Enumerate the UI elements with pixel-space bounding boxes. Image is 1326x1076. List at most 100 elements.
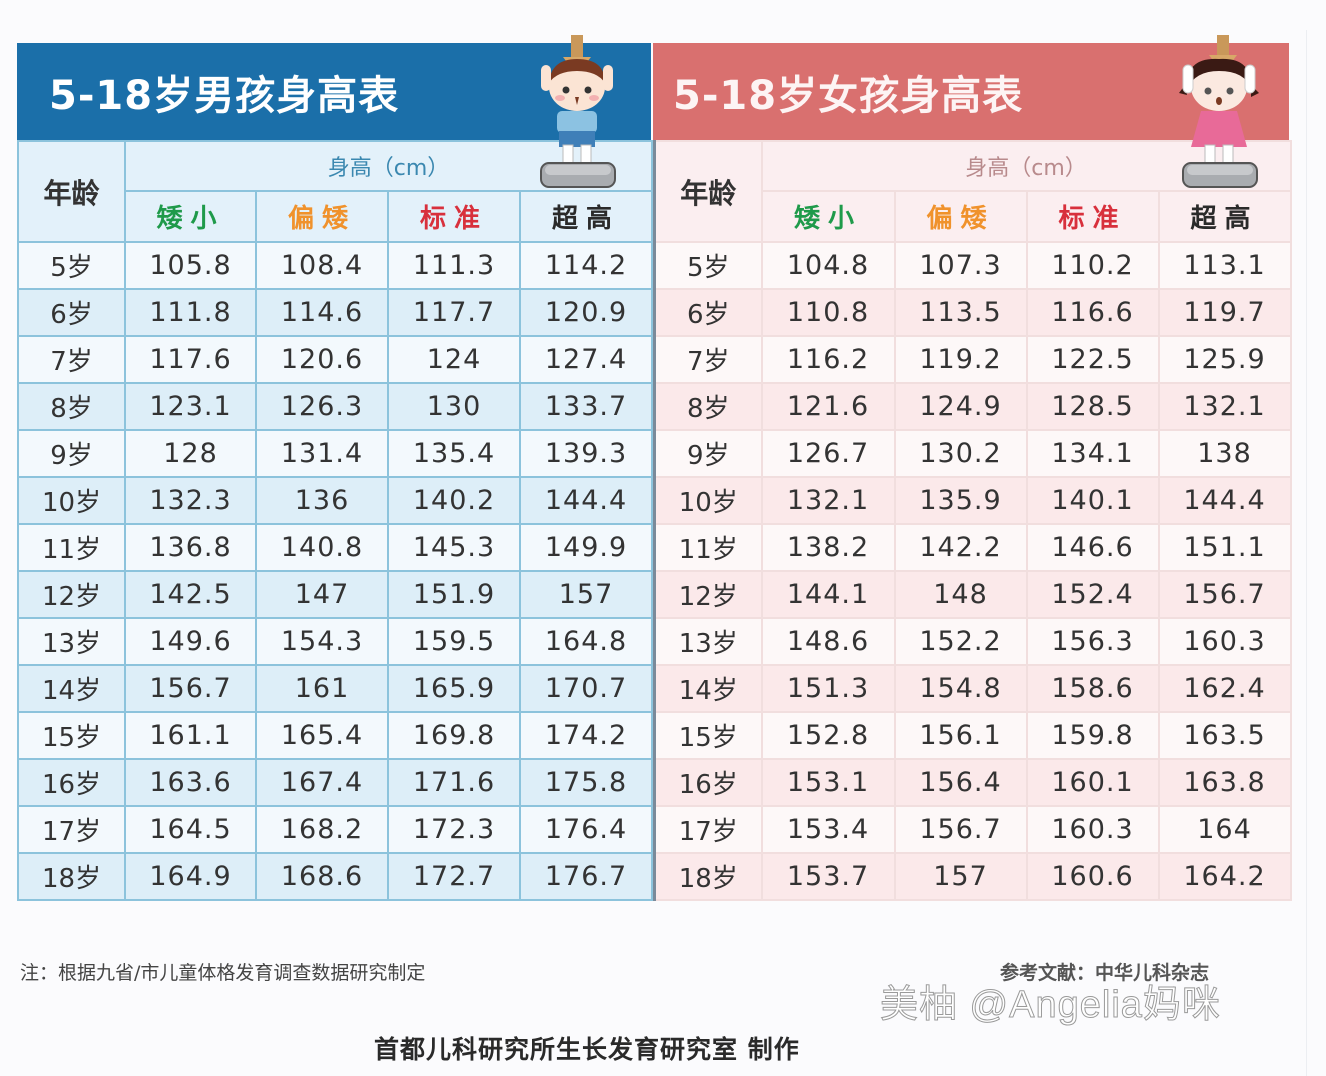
- table-row: 16岁 153.1 156.4 160.1 163.8: [653, 758, 1292, 807]
- tall-value-cell: 133.7: [518, 382, 654, 431]
- age-cell: 6岁: [653, 288, 763, 337]
- short-value-cell: 111.8: [124, 288, 257, 337]
- age-column-header: 年龄: [653, 140, 763, 243]
- table-row: 13岁 149.6 154.3 159.5 164.8: [17, 617, 654, 666]
- standard-value-cell: 135.4: [387, 429, 521, 478]
- table-row: 8岁 123.1 126.3 130 133.7: [17, 382, 654, 431]
- below-average-value-cell: 114.6: [255, 288, 389, 337]
- boys-table-title: 5-18岁男孩身高表: [49, 72, 400, 119]
- short-value-cell: 163.6: [124, 758, 257, 807]
- tall-column-header: 超高: [518, 190, 654, 243]
- below-average-value-cell: 147: [255, 570, 389, 619]
- table-row: 8岁 121.6 124.9 128.5 132.1: [653, 382, 1292, 431]
- below-average-value-cell: 113.5: [893, 288, 1028, 337]
- below-average-value-cell: 152.2: [893, 617, 1028, 666]
- tall-value-cell: 174.2: [518, 711, 654, 760]
- below-average-value-cell: 119.2: [893, 335, 1028, 384]
- table-row: 12岁 142.5 147 151.9 157: [17, 570, 654, 619]
- short-value-cell: 126.7: [760, 429, 896, 478]
- short-value-cell: 142.5: [124, 570, 257, 619]
- tall-value-cell: 163.8: [1157, 758, 1292, 807]
- short-value-cell: 105.8: [124, 241, 257, 290]
- standard-column-header: 标准: [387, 190, 521, 243]
- tall-value-cell: 160.3: [1157, 617, 1292, 666]
- age-cell: 13岁: [17, 617, 126, 666]
- age-cell: 11岁: [17, 523, 126, 572]
- below-average-value-cell: 120.6: [255, 335, 389, 384]
- age-cell: 7岁: [17, 335, 126, 384]
- short-value-cell: 117.6: [124, 335, 257, 384]
- tall-value-cell: 162.4: [1157, 664, 1292, 713]
- age-cell: 10岁: [653, 476, 763, 525]
- table-row: 9岁 128 131.4 135.4 139.3: [17, 429, 654, 478]
- short-value-cell: 161.1: [124, 711, 257, 760]
- producer-credit: 首都儿科研究所生长发育研究室 制作: [374, 1035, 800, 1064]
- below-average-column-header: 偏矮: [255, 190, 389, 243]
- standard-value-cell: 160.3: [1025, 805, 1160, 854]
- boy-on-scale-icon: [540, 35, 616, 188]
- short-value-cell: 153.1: [760, 758, 896, 807]
- tall-value-cell: 175.8: [518, 758, 654, 807]
- age-cell: 12岁: [17, 570, 126, 619]
- age-cell: 16岁: [653, 758, 763, 807]
- below-average-value-cell: 165.4: [255, 711, 389, 760]
- standard-value-cell: 172.7: [387, 852, 521, 901]
- short-value-cell: 144.1: [760, 570, 896, 619]
- age-cell: 5岁: [653, 241, 763, 290]
- tall-value-cell: 151.1: [1157, 523, 1292, 572]
- table-row: 10岁 132.1 135.9 140.1 144.4: [653, 476, 1292, 525]
- standard-value-cell: 146.6: [1025, 523, 1160, 572]
- tall-value-cell: 144.4: [518, 476, 654, 525]
- age-cell: 17岁: [653, 805, 763, 854]
- boys-title-bar: 5-18岁男孩身高表: [17, 35, 651, 188]
- tall-value-cell: 138: [1157, 429, 1292, 478]
- below-average-value-cell: 167.4: [255, 758, 389, 807]
- tall-value-cell: 120.9: [518, 288, 654, 337]
- age-cell: 8岁: [653, 382, 763, 431]
- girls-title-bar: 5-18岁女孩身高表: [653, 35, 1289, 188]
- tall-column-header: 超高: [1157, 190, 1292, 243]
- girl-on-scale-icon: [1179, 35, 1259, 188]
- table-row: 17岁 164.5 168.2 172.3 176.4: [17, 805, 654, 854]
- short-value-cell: 149.6: [124, 617, 257, 666]
- short-column-header: 矮小: [760, 190, 896, 243]
- age-cell: 14岁: [653, 664, 763, 713]
- table-row: 14岁 151.3 154.8 158.6 162.4: [653, 664, 1292, 713]
- table-row: 11岁 136.8 140.8 145.3 149.9: [17, 523, 654, 572]
- tall-value-cell: 164.2: [1157, 852, 1292, 901]
- standard-value-cell: 110.2: [1025, 241, 1160, 290]
- below-average-value-cell: 157: [893, 852, 1028, 901]
- age-cell: 12岁: [653, 570, 763, 619]
- short-value-cell: 152.8: [760, 711, 896, 760]
- below-average-value-cell: 161: [255, 664, 389, 713]
- below-average-value-cell: 154.8: [893, 664, 1028, 713]
- short-value-cell: 132.1: [760, 476, 896, 525]
- tall-value-cell: 176.4: [518, 805, 654, 854]
- age-cell: 18岁: [653, 852, 763, 901]
- age-cell: 7岁: [653, 335, 763, 384]
- short-value-cell: 151.3: [760, 664, 896, 713]
- age-cell: 10岁: [17, 476, 126, 525]
- table-row: 17岁 153.4 156.7 160.3 164: [653, 805, 1292, 854]
- watermark: 美柚 @Angelia妈咪: [880, 984, 1221, 1027]
- standard-value-cell: 116.6: [1025, 288, 1160, 337]
- below-average-value-cell: 168.2: [255, 805, 389, 854]
- standard-value-cell: 134.1: [1025, 429, 1160, 478]
- standard-value-cell: 156.3: [1025, 617, 1160, 666]
- standard-value-cell: 124: [387, 335, 521, 384]
- below-average-value-cell: 126.3: [255, 382, 389, 431]
- tall-value-cell: 139.3: [518, 429, 654, 478]
- standard-value-cell: 122.5: [1025, 335, 1160, 384]
- standard-value-cell: 160.1: [1025, 758, 1160, 807]
- standard-value-cell: 145.3: [387, 523, 521, 572]
- age-cell: 17岁: [17, 805, 126, 854]
- girls-height-table: 年龄 身高（cm） 矮小 偏矮 标准 超高 5岁 104.8 107.3 110.2 1…: [653, 140, 1292, 901]
- table-row: 5岁 104.8 107.3 110.2 113.1: [653, 241, 1292, 290]
- tall-value-cell: 125.9: [1157, 335, 1292, 384]
- short-value-cell: 128: [124, 429, 257, 478]
- below-average-value-cell: 108.4: [255, 241, 389, 290]
- height-group-header: 身高（cm）: [760, 140, 1292, 192]
- standard-value-cell: 128.5: [1025, 382, 1160, 431]
- tall-value-cell: 127.4: [518, 335, 654, 384]
- boys-height-table: 年龄 身高（cm） 矮小 偏矮 标准 超高 5岁 105.8 108.4 111.3 1…: [17, 140, 654, 901]
